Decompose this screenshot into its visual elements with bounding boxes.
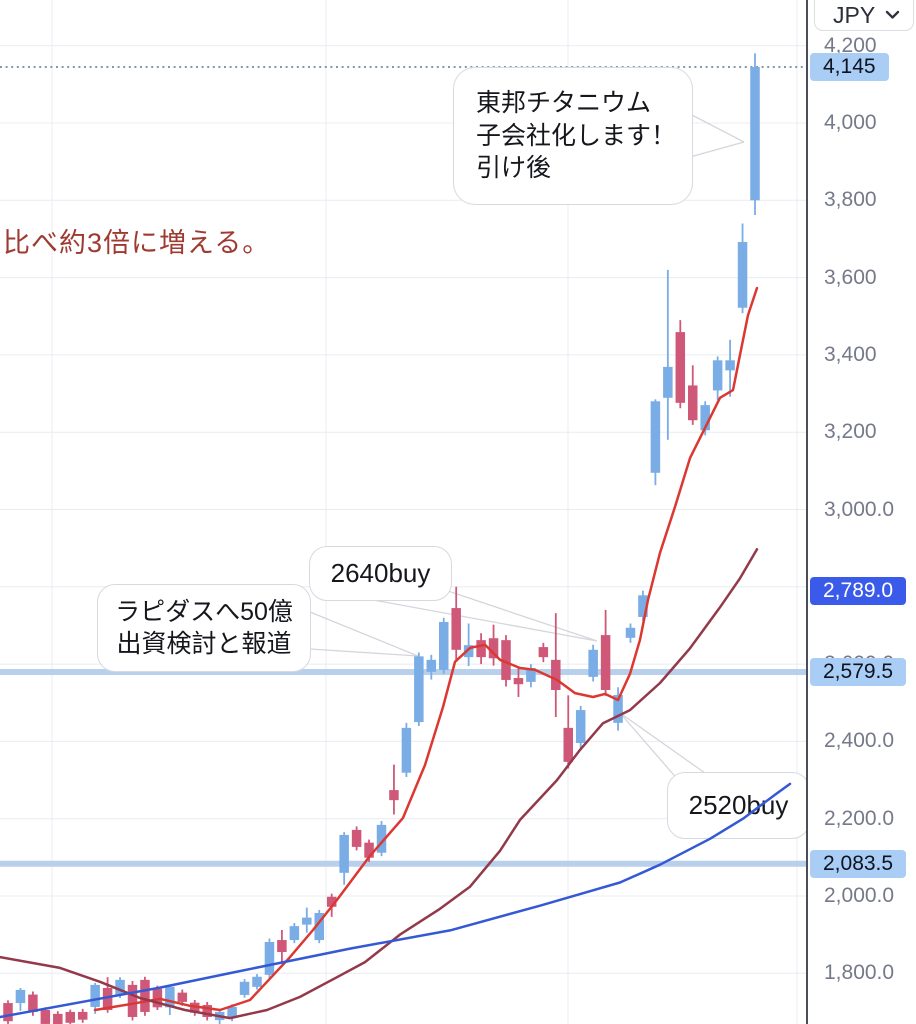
candle-body bbox=[40, 1010, 51, 1024]
candle-body bbox=[451, 608, 461, 650]
candle-body bbox=[277, 940, 287, 953]
candle-body bbox=[239, 981, 250, 995]
candle-body bbox=[725, 360, 735, 371]
candle-body bbox=[252, 976, 262, 987]
candle-body bbox=[600, 635, 611, 690]
callout-buy-2520[interactable]: 2520buy bbox=[667, 772, 810, 839]
candle-body bbox=[463, 645, 474, 658]
candle-body bbox=[177, 992, 188, 1002]
price-tick-label: 3,600 bbox=[824, 265, 877, 289]
candle-body bbox=[675, 332, 686, 403]
callout-text-line: 2520buy bbox=[688, 789, 789, 820]
callout-pointer-line bbox=[619, 712, 706, 774]
price-badge: 2,789.0 bbox=[810, 577, 907, 606]
candle-body bbox=[650, 401, 661, 473]
price-level-band[interactable] bbox=[0, 669, 806, 676]
candle-body bbox=[426, 659, 437, 672]
candle-body bbox=[401, 727, 412, 773]
price-badge: 4,145 bbox=[810, 52, 889, 81]
candle-body bbox=[28, 994, 38, 1012]
candle-body bbox=[339, 834, 349, 873]
callout-text-line: 2640buy bbox=[330, 557, 431, 588]
candle-body bbox=[140, 979, 150, 1012]
callout-text-line: ラピダスへ50億 bbox=[115, 597, 293, 626]
candle-body bbox=[700, 405, 710, 431]
price-tick-label: 3,000.0 bbox=[824, 497, 895, 521]
callout-toho-titanium[interactable]: 東邦チタニウム 子会社化します！ 引け後 bbox=[453, 67, 693, 205]
candle-body bbox=[663, 366, 673, 398]
candle-body bbox=[127, 984, 138, 1017]
candle-body bbox=[538, 647, 549, 658]
candle-body bbox=[351, 829, 362, 847]
candle-body bbox=[588, 649, 598, 677]
price-tick-label: 3,400 bbox=[824, 342, 877, 366]
candle-body bbox=[476, 640, 486, 658]
currency-selector[interactable]: JPY bbox=[814, 0, 914, 31]
callout-pointer-line bbox=[447, 590, 598, 642]
price-tick-label: 3,200 bbox=[824, 420, 877, 444]
candle-body bbox=[53, 1013, 63, 1024]
callout-pointer-line bbox=[689, 141, 745, 158]
price-tick-label: 2,200.0 bbox=[824, 806, 895, 830]
candle-body bbox=[15, 989, 26, 1004]
candle-body bbox=[289, 926, 300, 941]
callout-pointer-line bbox=[309, 648, 419, 657]
candle-body bbox=[526, 667, 536, 682]
price-tick-label: 3,800 bbox=[824, 188, 877, 212]
candle-body bbox=[551, 659, 561, 690]
price-level-band[interactable] bbox=[0, 860, 806, 867]
callout-text-line: 出資検討と報道 bbox=[116, 630, 292, 658]
chevron-down-icon bbox=[885, 10, 900, 19]
candle-body bbox=[3, 1003, 13, 1022]
candle-body bbox=[439, 621, 449, 670]
callout-text-line: 東邦チタニウム bbox=[476, 89, 652, 118]
candle-body bbox=[90, 984, 100, 1007]
candle-body bbox=[302, 917, 312, 925]
price-axis[interactable]: 4,2004,0003,8003,6003,4003,2003,000.02,6… bbox=[806, 0, 916, 1024]
price-tick-label: 2,400.0 bbox=[824, 729, 895, 753]
candle-body bbox=[264, 941, 275, 975]
candle-body bbox=[625, 627, 636, 638]
callout-pointer-line bbox=[689, 113, 745, 143]
candle-body bbox=[563, 727, 573, 762]
candle-body bbox=[501, 640, 511, 680]
candle-body bbox=[414, 656, 424, 723]
red-annotation-note: 比べ約3倍に増える。 bbox=[3, 228, 271, 258]
callout-text-line: 子会社化します！ bbox=[476, 121, 677, 150]
currency-label: JPY bbox=[833, 1, 876, 28]
candle-body bbox=[575, 710, 586, 743]
price-tick-label: 4,000 bbox=[824, 111, 877, 134]
candle-body bbox=[750, 66, 760, 201]
callout-text-line: 引け後 bbox=[476, 154, 552, 183]
candle-body bbox=[613, 695, 623, 723]
candle-body bbox=[638, 595, 648, 617]
price-tick-label: 2,000.0 bbox=[824, 884, 895, 907]
candle-body bbox=[737, 242, 748, 308]
callout-rapidus-news[interactable]: ラピダスへ50億 出資検討と報道 bbox=[97, 584, 311, 672]
callout-buy-2640[interactable]: 2640buy bbox=[309, 546, 452, 601]
callout-pointer-line bbox=[367, 598, 598, 642]
candle-body bbox=[77, 1011, 88, 1020]
candle-body bbox=[65, 1011, 75, 1023]
candle-body bbox=[513, 678, 524, 685]
candle-body bbox=[488, 638, 499, 659]
price-badge: 2,579.5 bbox=[810, 658, 907, 687]
candle-body bbox=[712, 360, 723, 391]
callout-pointer-line bbox=[309, 611, 419, 657]
price-tick-label: 4,200 bbox=[824, 33, 877, 57]
candle-body bbox=[688, 385, 698, 421]
callout-pointer-line bbox=[619, 712, 680, 782]
candle-body bbox=[389, 790, 399, 801]
price-badge: 2,083.5 bbox=[810, 849, 907, 878]
price-tick-label: 1,800.0 bbox=[824, 961, 895, 985]
